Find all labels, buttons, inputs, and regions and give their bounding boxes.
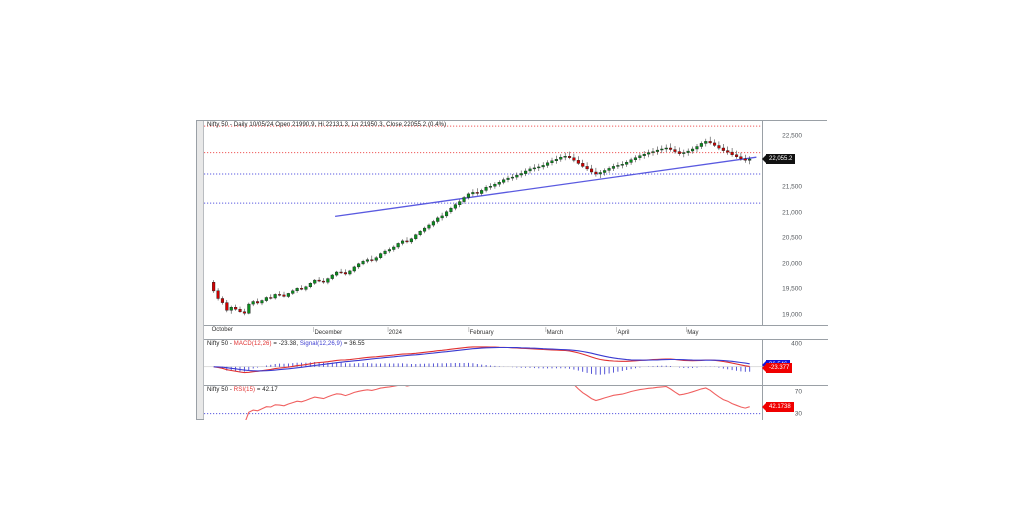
macd-value-badge[interactable]: -23.377 bbox=[762, 363, 793, 374]
macd-signal-value: = 36.55 bbox=[342, 341, 365, 347]
rsi-title-prefix: Nifty 50 - bbox=[207, 387, 234, 393]
date-tick-4: |March bbox=[545, 327, 563, 336]
price-axis-label-6: 19,000 bbox=[782, 311, 802, 319]
date-tick-label: December bbox=[314, 330, 343, 336]
date-tick-label: February bbox=[469, 330, 494, 336]
date-tick-6: |May bbox=[686, 327, 699, 336]
badge-arrow-icon bbox=[762, 154, 766, 163]
price-axis-label-2: 21,000 bbox=[782, 209, 802, 217]
rsi-plot-area[interactable] bbox=[204, 386, 762, 420]
date-tick-mark: | bbox=[616, 327, 618, 333]
rsi-pane[interactable]: 70 30 42.1738 Nifty 50 - RSI(15) = 42.17 bbox=[204, 386, 828, 420]
date-tick-label: May bbox=[687, 330, 699, 336]
macd-signal-line bbox=[213, 346, 750, 372]
price-axis-label-3: 20,500 bbox=[782, 234, 802, 242]
left-gutter-strip bbox=[197, 121, 204, 419]
trendline bbox=[335, 156, 757, 218]
date-tick-3: |February bbox=[468, 327, 493, 336]
macd-pane-title: Nifty 50 - MACD(12,26) = -23.38, Signal(… bbox=[207, 340, 365, 349]
macd-indicator-value: = -23.38, bbox=[271, 341, 300, 347]
rsi-indicator-value: = 42.17 bbox=[255, 387, 278, 393]
rsi-chart-svg bbox=[204, 386, 762, 420]
price-chart-svg bbox=[204, 125, 762, 316]
macd-indicator-token: MACD(12,26) bbox=[233, 341, 272, 347]
price-plot-area[interactable] bbox=[204, 121, 762, 325]
badge-arrow-icon bbox=[762, 403, 766, 412]
rsi-line bbox=[245, 386, 750, 420]
date-tick-2: |2024 bbox=[387, 327, 402, 336]
rsi-axis-label-1: 30 bbox=[794, 410, 802, 418]
rsi-axis-label-0: 70 bbox=[794, 388, 802, 396]
price-axis-label-1: 21,500 bbox=[782, 183, 802, 191]
date-tick-mark: | bbox=[468, 327, 470, 333]
date-tick-1: |December bbox=[313, 327, 342, 336]
date-tick-label: October bbox=[211, 327, 233, 333]
chart-window: 22,500 21,500 21,000 20,500 20,000 19,500 19,0… bbox=[196, 120, 828, 420]
rsi-pane-title: Nifty 50 - RSI(15) = 42.17 bbox=[207, 386, 278, 395]
macd-axis-label-0: 400 bbox=[791, 340, 802, 348]
macd-chart-svg bbox=[204, 346, 762, 375]
candlestick-series bbox=[212, 136, 752, 316]
macd-pane[interactable]: 40036.546-23.377 Nifty 50 - MACD(12,26) … bbox=[204, 340, 828, 386]
date-tick-label: March bbox=[546, 330, 564, 336]
macd-value-axis[interactable]: 40036.546-23.377 bbox=[762, 340, 828, 385]
macd-title-prefix: Nifty 50 - bbox=[207, 341, 234, 347]
price-pane[interactable]: 22,500 21,500 21,000 20,500 20,000 19,500 19,0… bbox=[204, 121, 828, 326]
date-tick-0: October bbox=[212, 327, 233, 333]
date-tick-mark: | bbox=[313, 327, 315, 333]
date-axis-pane[interactable]: October |December |2024 |February |March |Apr… bbox=[204, 326, 828, 340]
date-tick-5: |April bbox=[616, 327, 629, 336]
price-pane-title: Nifty 50 - Daily 10/05/24 Open 21990.9, … bbox=[207, 122, 447, 128]
price-axis-label-5: 19,500 bbox=[782, 285, 802, 293]
rsi-value-axis[interactable]: 70 30 42.1738 bbox=[762, 386, 828, 420]
date-tick-label: April bbox=[617, 330, 630, 336]
date-tick-mark: | bbox=[387, 327, 389, 333]
badge-arrow-icon bbox=[762, 364, 766, 373]
price-axis-label-0: 22,500 bbox=[782, 132, 802, 140]
price-axis-label-4: 20,000 bbox=[782, 260, 802, 268]
date-tick-label: 2024 bbox=[388, 330, 403, 336]
price-value-axis[interactable]: 22,500 21,500 21,000 20,500 20,000 19,500 19,0… bbox=[762, 121, 828, 325]
macd-histogram bbox=[217, 362, 751, 375]
date-tick-mark: | bbox=[685, 327, 688, 333]
macd-plot-area[interactable] bbox=[204, 340, 762, 385]
rsi-indicator-token: RSI(15) bbox=[233, 387, 256, 393]
rsi-value-badge[interactable]: 42.1738 bbox=[762, 402, 794, 413]
macd-signal-token: Signal(12,26,9) bbox=[299, 341, 343, 347]
date-tick-mark: | bbox=[545, 327, 547, 333]
last-price-badge[interactable]: 22,055.2 bbox=[762, 153, 796, 164]
